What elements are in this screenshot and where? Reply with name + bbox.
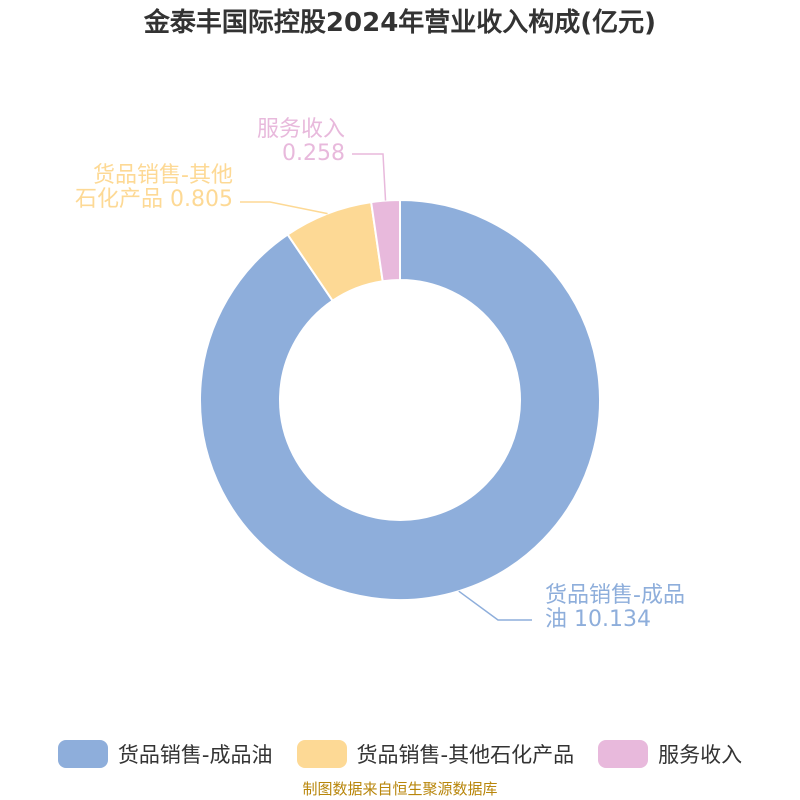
data-label-service-income: 服务收入 0.258 [257, 117, 345, 166]
legend-item-other-petrochemicals[interactable]: 货品销售-其他石化产品 [296, 739, 575, 769]
slice-service-income[interactable] [370, 198, 401, 283]
leader-line-service-income [352, 153, 387, 201]
legend-swatch-refined-oil [57, 740, 108, 768]
legend-swatch-service-income [598, 740, 649, 768]
legend: 货品销售-成品油 货品销售-其他石化产品 服务收入 [0, 736, 800, 772]
leader-line-refined-oil [458, 590, 532, 621]
legend-label-other-petrochemicals: 货品销售-其他石化产品 [356, 743, 575, 767]
legend-label-refined-oil: 货品销售-成品油 [117, 743, 273, 767]
source-note: 制图数据来自恒生聚源数据库 [302, 780, 498, 798]
data-label-refined-oil: 货品销售-成品油 10.134 [545, 583, 685, 632]
chart-title: 金泰丰国际控股2024年营业收入构成(亿元) [143, 8, 657, 38]
data-label-other-petrochemicals: 货品销售-其他石化产品 0.805 [75, 163, 233, 212]
legend-item-refined-oil[interactable]: 货品销售-成品油 [57, 739, 273, 769]
slice-refined-oil[interactable] [199, 198, 601, 601]
leader-line-other-petrochemicals [240, 201, 328, 215]
legend-swatch-other-petrochemicals [296, 740, 347, 768]
legend-item-service-income[interactable]: 服务收入 [598, 739, 742, 769]
legend-label-service-income: 服务收入 [658, 743, 743, 767]
